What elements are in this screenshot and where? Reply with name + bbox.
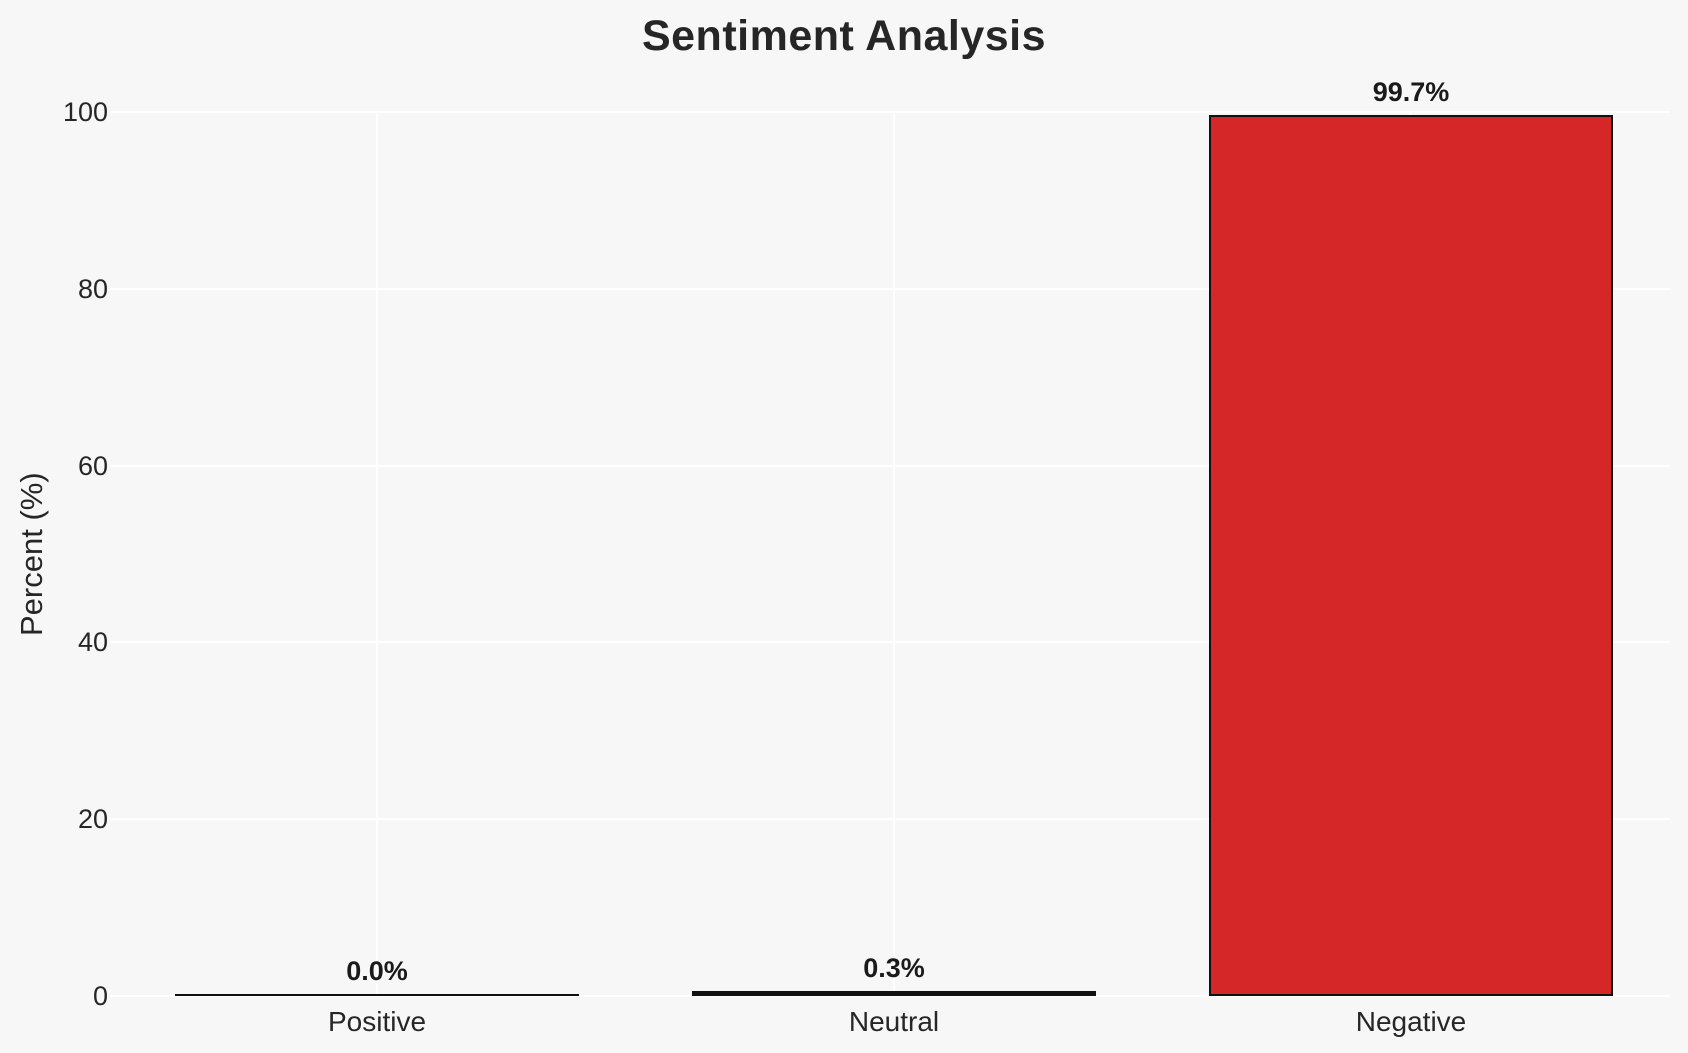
y-tick-label: 20 (77, 804, 108, 835)
bar-negative (1209, 115, 1613, 996)
bar-positive (175, 994, 579, 996)
bar-value-label: 0.3% (863, 953, 925, 983)
bar-value-label: 0.0% (346, 956, 408, 986)
y-tick-label: 80 (77, 273, 108, 304)
gridline-vertical (893, 112, 895, 996)
y-tick-mark (110, 111, 138, 113)
y-axis-label: Percent (%) (14, 472, 49, 636)
y-tick-mark (110, 464, 138, 467)
plot-area: 0 20 40 60 80 100 0.0% Positive 0.3% Neutral 99.7%… (63, 77, 1670, 1037)
y-tick-label: 100 (62, 97, 108, 127)
chart-title: Sentiment Analysis (641, 12, 1047, 60)
gridline-vertical (375, 112, 378, 996)
x-tick-label: Neutral (848, 1006, 940, 1037)
y-tick-label: 40 (77, 627, 108, 658)
x-tick-label: Positive (327, 1006, 427, 1037)
y-tick-mark (110, 995, 138, 997)
y-tick-mark (110, 641, 138, 644)
bar-value-label: 99.7% (1372, 77, 1450, 107)
bar-neutral (692, 991, 1096, 996)
y-tick-mark (110, 287, 138, 290)
x-tick-label: Negative (1355, 1006, 1467, 1037)
gridline-horizontal (118, 995, 1670, 997)
y-tick-mark (110, 818, 138, 821)
y-tick-label: 60 (77, 450, 108, 481)
y-tick-label: 0 (92, 981, 108, 1011)
